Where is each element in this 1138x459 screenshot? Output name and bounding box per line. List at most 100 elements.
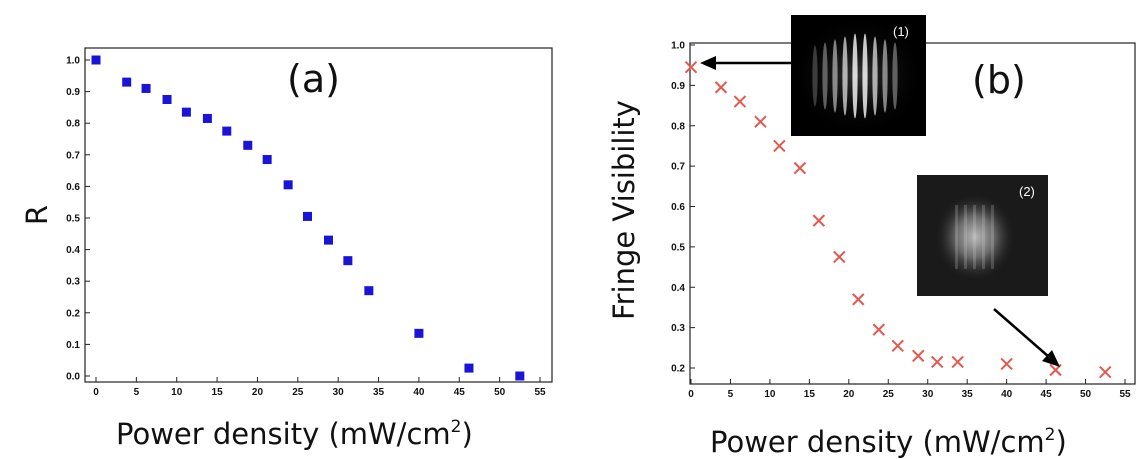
chart-a-xlabel: Power density (mW/cm2) [116,417,473,451]
chart-a-ytick-label: 0.9 [66,87,80,98]
chart-a-ytick-label: 0.2 [66,308,80,319]
chart-b-ticks: 0 5 10 15 20 25 30 35 40 45 50 55 0.2 0.3 0.4 0.5 0.6 0.7… [671,41,1131,401]
chart-a-xlabel-sup: 2 [451,417,462,437]
chart-a-ytick-label: 1.0 [66,56,80,67]
chart-b-xtick-label: 50 [1080,389,1092,400]
chart-b-ytick-label: 0.5 [671,242,685,253]
chart-a-xtick-label: 55 [534,387,546,398]
chart-a-ytick-label: 0.6 [66,182,80,193]
chart-a-ticks: 0 5 10 15 20 25 30 35 40 45 50 55 0.0 0.1 0.2 0.3 0.4 0.5… [66,56,546,399]
chart-a-ytick-label: 0.1 [66,340,80,351]
chart-b-point [891,339,904,353]
chart-a-point [91,55,101,65]
chart-a-point [364,286,374,296]
chart-a-panel-label: (a) [287,57,340,101]
chart-a-point [162,95,172,104]
chart-b-xtick-label: 0 [688,389,694,400]
chart-a-ylabel: R [20,205,54,225]
inset-2-label: (2) [1019,184,1035,199]
chart-b-xlabel-main: Power density (mW/cm [710,425,1045,459]
chart-b-panel-label: (b) [972,58,1026,102]
chart-b-xtick-label: 30 [922,389,934,400]
chart-a-xtick-label: 50 [494,387,506,398]
chart-b-point [754,115,767,128]
chart-a-xtick-label: 40 [413,387,425,398]
chart-a-ytick-label: 0.8 [66,119,80,130]
chart-b-xtick-label: 15 [804,389,816,400]
chart-a-point [515,371,525,381]
chart-a-point [181,107,191,117]
chart-a-xtick-label: 5 [134,387,140,398]
chart-b-ytick-label: 0.2 [671,364,685,375]
chart-a-ytick-label: 0.7 [66,150,80,161]
chart-b-xlabel-close: ) [1055,425,1066,459]
chart-a-point [202,113,212,123]
chart-b-point [733,95,747,108]
chart-b-ytick-label: 0.8 [671,121,685,132]
chart-a-point [222,126,232,136]
chart-b-point [714,81,728,94]
chart-b: 0 5 10 15 20 25 30 35 40 45 50 55 0.2 0.3 0.4 0.5 0.6 0.7… [607,15,1136,459]
chart-a-xtick-label: 25 [292,387,304,398]
inset-2-fringe [964,205,967,269]
chart-b-xlabel-sup: 2 [1045,425,1056,445]
chart-b-xlabel: Power density (mW/cm2) [710,425,1067,459]
chart-a-ytick-label: 0.4 [66,245,80,256]
chart-a-point [414,328,424,338]
chart-b-points [684,60,1112,379]
chart-a-points [91,55,525,381]
chart-b-point [773,139,786,153]
chart-a-point [262,155,272,165]
chart-b-point [793,161,807,175]
inset-2-fringe [991,205,994,269]
chart-a-ytick-label: 0.0 [66,372,80,383]
chart-a-point [464,363,474,373]
chart-a-xtick-label: 30 [333,387,345,398]
chart-b-point [1099,365,1112,379]
chart-b-xtick-label: 10 [764,389,776,400]
chart-b-ytick-label: 1.0 [671,41,685,52]
chart-a-xtick-label: 0 [93,387,99,398]
chart-b-ytick-label: 0.3 [671,323,685,334]
chart-b-xtick-label: 20 [843,389,855,400]
chart-b-point [852,293,865,306]
chart-b-ytick-label: 0.9 [671,81,685,92]
inset-2-image: (2) [917,175,1048,296]
chart-b-xtick-label: 55 [1119,389,1131,400]
chart-b-point [930,355,944,369]
inset-2-fringe [973,205,976,269]
chart-a: 0 5 10 15 20 25 30 35 40 45 50 55 0.0 0.1 0.2 0.3 0.4 0.5… [20,47,553,451]
chart-b-point [833,250,846,264]
chart-b-point [684,60,698,74]
inset-2-fringe [982,205,985,269]
chart-b-xtick-label: 45 [1041,389,1053,400]
chart-a-point [303,211,313,221]
chart-b-xtick-label: 35 [962,389,974,400]
chart-b-point [1000,357,1013,371]
inset-2-fringe [955,205,958,269]
chart-b-ytick-label: 0.4 [671,283,685,294]
chart-a-xlabel-main: Power density (mW/cm [116,417,451,451]
chart-b-xtick-label: 40 [1001,389,1013,400]
chart-b-point [951,355,964,369]
inset-1-image: (1) [791,15,926,136]
chart-b-ytick-label: 0.7 [671,162,685,173]
chart-a-point [141,83,151,93]
chart-b-ytick-label: 0.6 [671,202,685,213]
chart-b-xtick-label: 25 [883,389,895,400]
chart-a-point [122,77,132,87]
chart-b-point [872,323,886,336]
chart-a-ytick-label: 0.5 [66,214,80,225]
chart-a-ytick-label: 0.3 [66,277,80,288]
chart-a-frame [84,47,553,383]
chart-b-point [912,349,925,363]
chart-a-xtick-label: 45 [454,387,466,398]
inset-1-arrow [700,56,791,70]
chart-a-xtick-label: 20 [252,387,264,398]
chart-a-xtick-label: 10 [171,387,183,398]
chart-a-point [343,256,353,266]
chart-a-xtick-label: 35 [373,387,385,398]
chart-a-xtick-label: 15 [212,387,224,398]
inset-1-label: (1) [893,24,909,39]
